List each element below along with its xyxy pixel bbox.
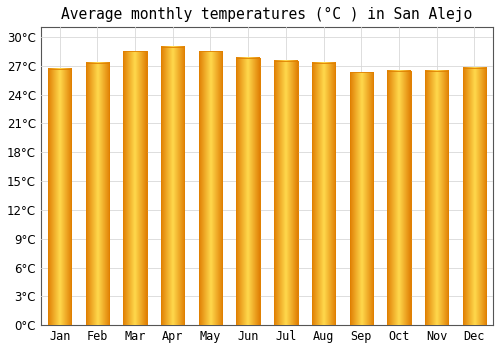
Bar [124, 51, 147, 325]
Bar [462, 68, 486, 325]
Bar [425, 71, 448, 325]
Title: Average monthly temperatures (°C ) in San Alejo: Average monthly temperatures (°C ) in Sa… [62, 7, 472, 22]
Bar [48, 69, 72, 325]
Bar [387, 71, 410, 325]
Bar [350, 72, 373, 325]
Bar [161, 47, 184, 325]
Bar [312, 63, 335, 325]
Bar [236, 58, 260, 325]
Bar [462, 68, 486, 325]
Bar [274, 61, 297, 325]
Bar [387, 71, 410, 325]
Bar [48, 69, 72, 325]
Bar [425, 71, 448, 325]
Bar [86, 63, 109, 325]
Bar [350, 72, 373, 325]
Bar [199, 51, 222, 325]
Bar [199, 51, 222, 325]
Bar [124, 51, 147, 325]
Bar [274, 61, 297, 325]
Bar [236, 58, 260, 325]
Bar [161, 47, 184, 325]
Bar [312, 63, 335, 325]
Bar [86, 63, 109, 325]
